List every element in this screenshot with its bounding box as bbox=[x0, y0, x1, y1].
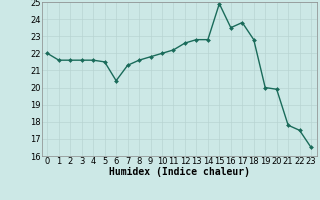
X-axis label: Humidex (Indice chaleur): Humidex (Indice chaleur) bbox=[109, 167, 250, 177]
